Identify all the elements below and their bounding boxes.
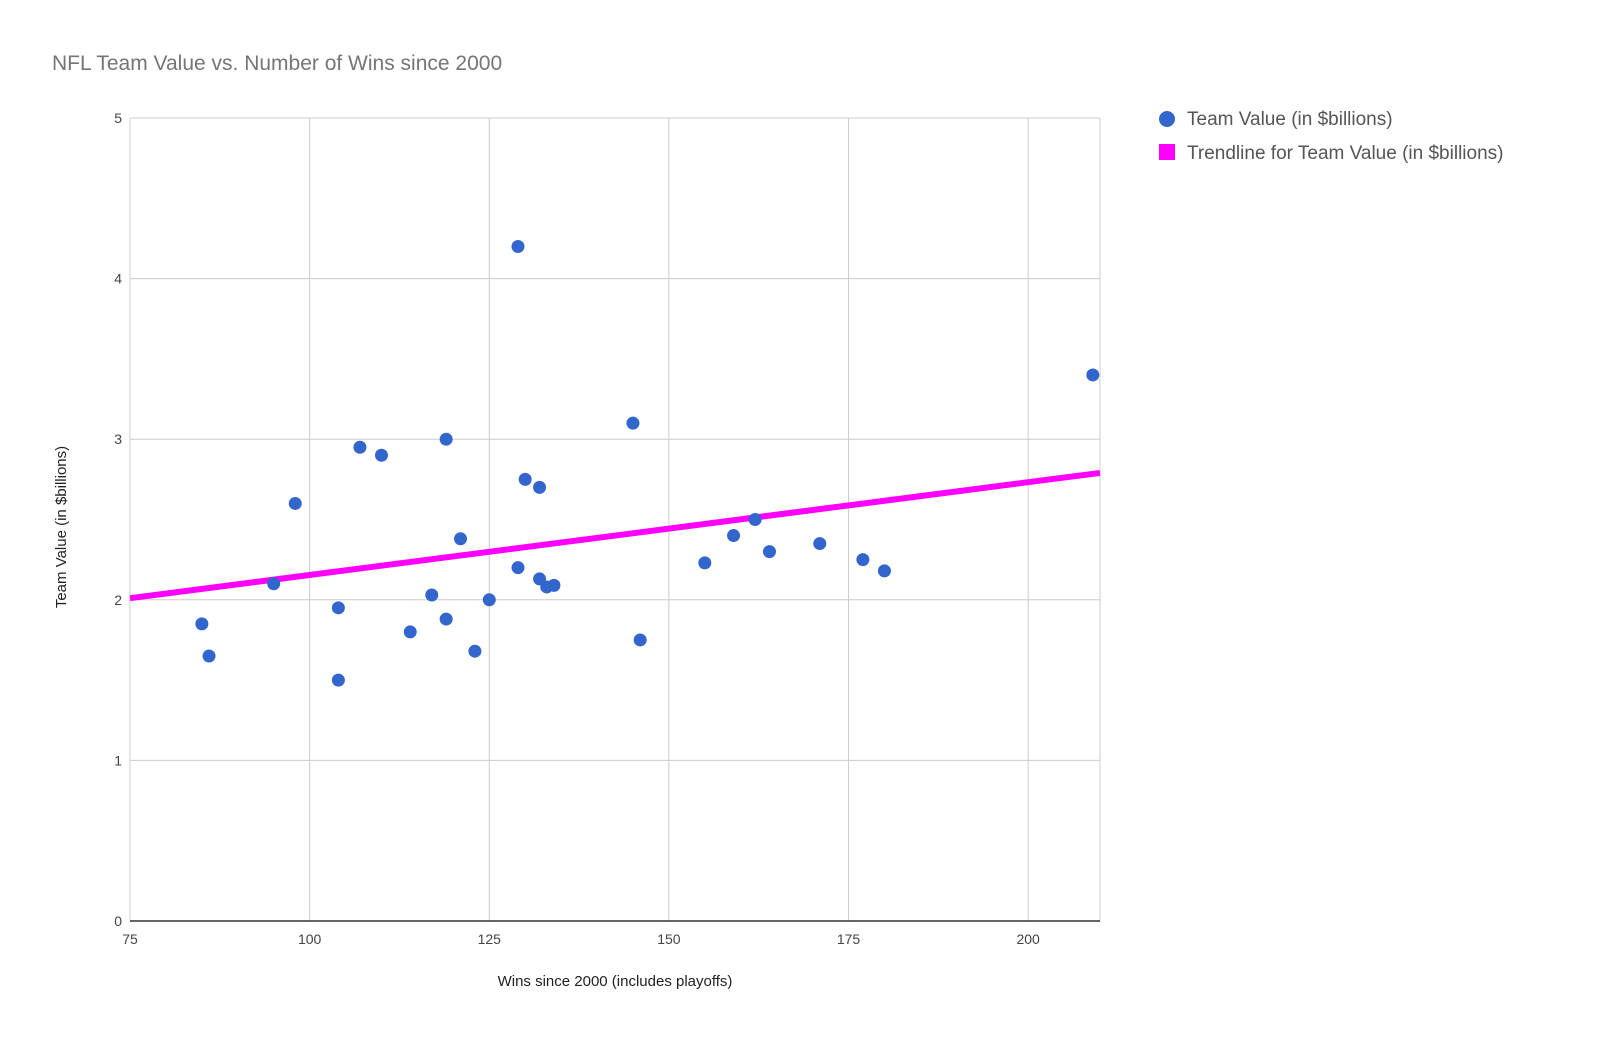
data-point[interactable]	[482, 593, 496, 607]
data-point[interactable]	[267, 577, 281, 591]
data-point[interactable]	[856, 553, 870, 567]
x-tick-label: 100	[298, 931, 322, 947]
data-point[interactable]	[331, 601, 345, 615]
y-axis-title: Team Value (in $billions)	[53, 446, 70, 608]
data-point[interactable]	[698, 556, 712, 570]
data-point[interactable]	[877, 564, 891, 578]
y-tick-label: 1	[114, 752, 122, 768]
data-point[interactable]	[511, 561, 525, 575]
y-tick-label: 5	[114, 110, 122, 126]
x-tick-label: 125	[478, 931, 502, 947]
legend[interactable]: Team Value (in $billions) Trendline for …	[1159, 109, 1503, 164]
y-tick-label: 3	[114, 431, 122, 447]
data-point[interactable]	[425, 588, 439, 602]
grid	[130, 117, 1101, 921]
data-point[interactable]	[403, 625, 417, 639]
legend-item-trendline[interactable]: Trendline for Team Value (in $billions)	[1159, 143, 1503, 164]
legend-square-icon	[1159, 144, 1175, 160]
data-point[interactable]	[727, 529, 741, 543]
trendline-layer	[129, 469, 1101, 602]
data-point[interactable]	[468, 644, 482, 658]
data-point[interactable]	[547, 578, 561, 592]
trendline	[129, 469, 1101, 602]
y-tick-label: 4	[114, 271, 122, 287]
data-point[interactable]	[195, 617, 209, 631]
data-point[interactable]	[813, 537, 827, 551]
x-tick-label: 175	[837, 931, 861, 947]
data-point[interactable]	[511, 239, 525, 253]
y-tick-label: 2	[114, 592, 122, 608]
data-points	[195, 239, 1100, 687]
data-point[interactable]	[762, 545, 776, 559]
legend-item-team-value[interactable]: Team Value (in $billions)	[1159, 109, 1393, 130]
x-axis-title: Wins since 2000 (includes playoffs)	[498, 973, 733, 990]
data-point[interactable]	[626, 416, 640, 430]
chart-title: NFL Team Value vs. Number of Wins since …	[52, 52, 502, 75]
data-point[interactable]	[533, 480, 547, 494]
data-point[interactable]	[748, 513, 762, 526]
x-tick-label: 150	[657, 931, 681, 947]
data-point[interactable]	[518, 472, 532, 486]
data-point[interactable]	[439, 612, 453, 626]
data-point[interactable]	[439, 432, 453, 446]
data-point[interactable]	[353, 440, 367, 454]
data-point[interactable]	[1086, 368, 1100, 382]
legend-label-team-value: Team Value (in $billions)	[1187, 109, 1393, 130]
axes: 75 100 125 150 175 200 0 1 2 3 4 5	[114, 110, 1100, 947]
legend-circle-icon	[1159, 111, 1175, 127]
y-tick-label: 0	[114, 913, 122, 929]
data-point[interactable]	[202, 649, 216, 663]
data-point[interactable]	[633, 633, 647, 647]
x-tick-label: 75	[122, 931, 138, 947]
legend-label-trendline: Trendline for Team Value (in $billions)	[1187, 143, 1503, 164]
x-tick-label: 200	[1016, 931, 1040, 947]
data-point[interactable]	[288, 496, 302, 510]
data-point[interactable]	[374, 448, 388, 462]
data-point[interactable]	[454, 532, 468, 546]
data-point[interactable]	[331, 673, 345, 687]
